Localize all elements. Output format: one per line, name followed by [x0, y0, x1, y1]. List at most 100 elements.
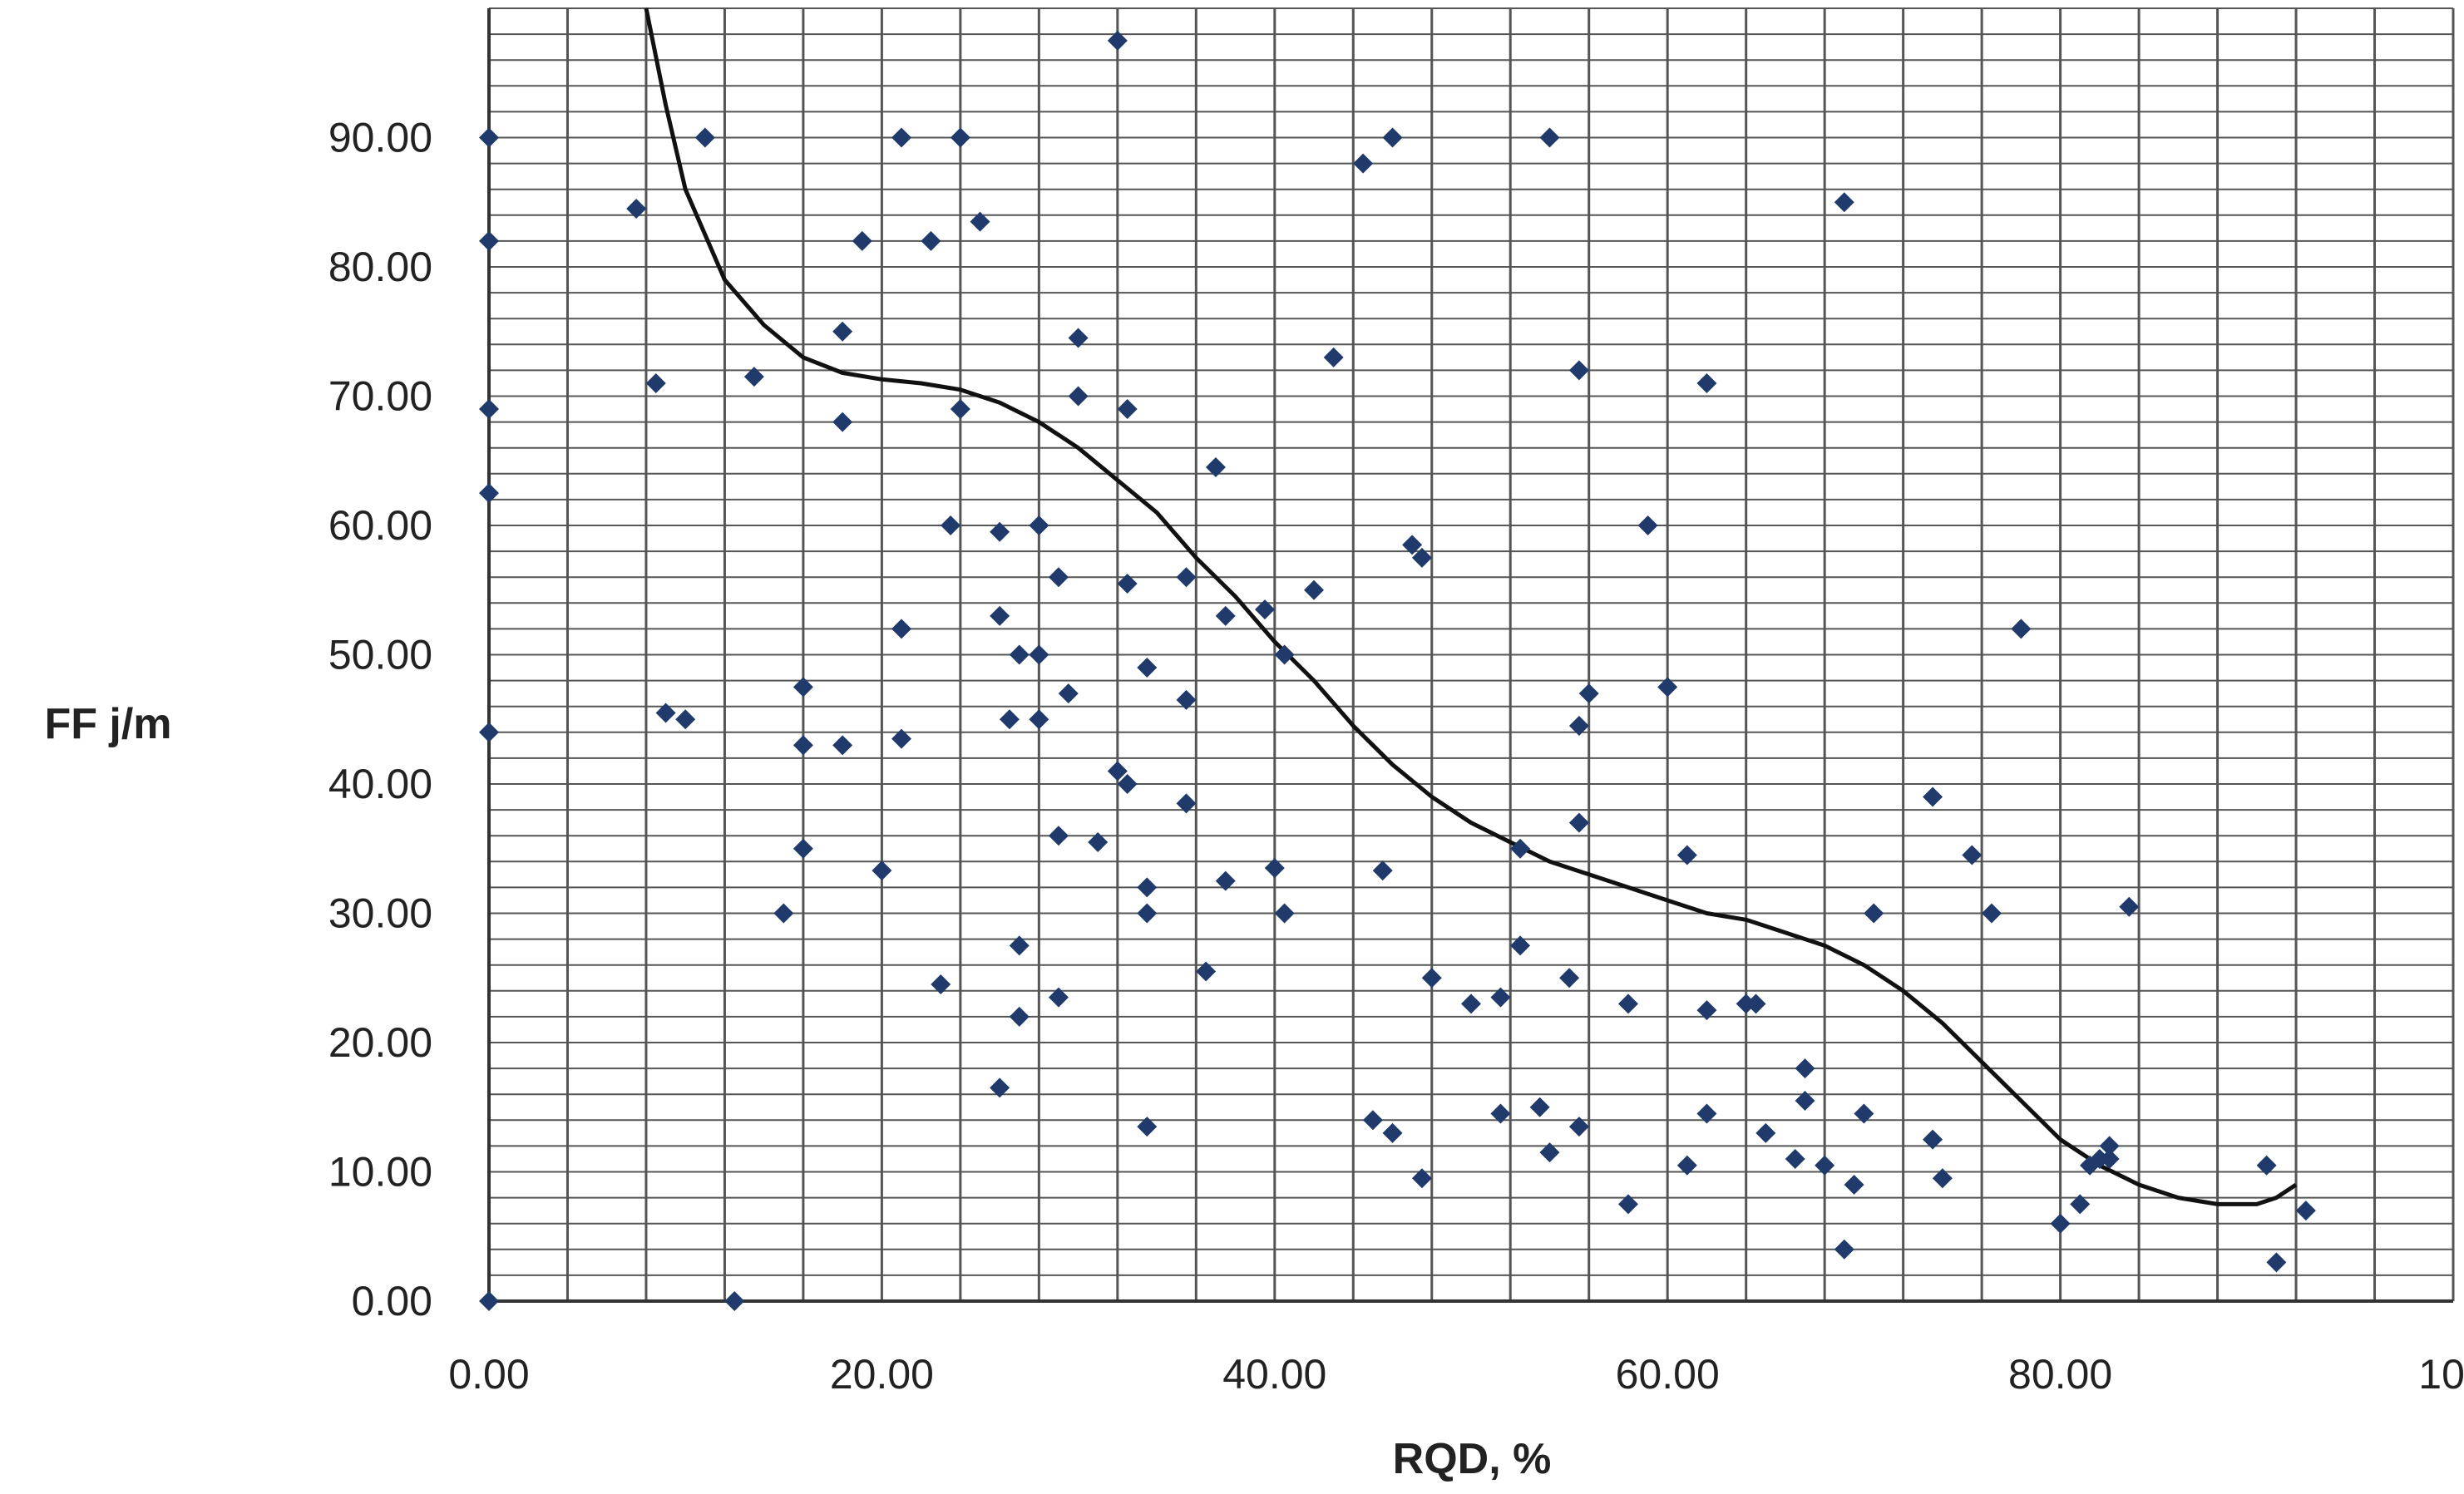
data-point	[1274, 644, 1295, 665]
data-point	[1421, 968, 1442, 989]
data-point	[872, 860, 892, 881]
data-point	[1068, 386, 1089, 407]
data-point	[1815, 1155, 1835, 1176]
data-point	[1864, 903, 1884, 924]
data-point	[1117, 573, 1138, 594]
data-point	[1137, 877, 1158, 898]
data-point	[1529, 1097, 1550, 1117]
data-point	[655, 703, 676, 723]
data-point	[1274, 903, 1295, 924]
data-point	[1844, 1175, 1864, 1196]
data-point	[1215, 605, 1236, 626]
data-point	[1617, 994, 1638, 1014]
data-point	[1746, 994, 1766, 1014]
data-point	[1834, 192, 1854, 213]
data-point	[1617, 1194, 1638, 1215]
data-point	[1490, 987, 1511, 1008]
data-point	[479, 127, 499, 148]
data-point	[941, 515, 961, 535]
data-point	[891, 728, 912, 749]
data-point	[2266, 1252, 2287, 1273]
data-point	[1137, 658, 1158, 678]
data-point	[1353, 153, 1374, 174]
data-point	[832, 321, 853, 342]
data-point	[1176, 793, 1197, 814]
data-point	[1510, 935, 1531, 956]
data-point	[1362, 1110, 1383, 1131]
data-point	[832, 735, 853, 756]
data-points	[479, 30, 2316, 1311]
data-point	[1088, 831, 1109, 852]
data-point	[1176, 689, 1197, 710]
y-tick-label: 60.00	[328, 502, 432, 549]
y-tick-label: 30.00	[328, 890, 432, 937]
y-axis-tick-labels: 0.00 10.00 20.00 30.00 40.00 50.00 60.00 70.00 8…	[328, 115, 432, 1325]
data-point	[773, 903, 794, 924]
data-point	[1176, 567, 1197, 588]
data-point	[793, 735, 813, 756]
data-point	[1755, 1122, 1776, 1143]
data-point	[1304, 579, 1325, 600]
data-point	[2295, 1201, 2316, 1221]
data-point	[1559, 968, 1580, 989]
data-point	[1834, 1239, 1854, 1260]
y-tick-label: 20.00	[328, 1019, 432, 1066]
data-point	[1068, 328, 1089, 348]
x-axis-tick-labels: 0.00 20.00 40.00 60.00 80.00 100	[448, 1351, 2464, 1398]
data-point	[1539, 1142, 1560, 1163]
data-point	[1215, 870, 1236, 891]
data-point	[694, 127, 715, 148]
y-tick-label: 70.00	[328, 373, 432, 420]
data-point	[1137, 1117, 1158, 1137]
data-point	[1117, 774, 1138, 794]
data-point	[1402, 535, 1423, 555]
data-point	[1029, 644, 1049, 665]
data-point	[1981, 903, 2002, 924]
data-point	[1411, 547, 1432, 568]
data-point	[990, 1077, 1010, 1098]
y-tick-label: 80.00	[328, 244, 432, 290]
data-point	[1009, 1006, 1030, 1027]
data-point	[479, 722, 499, 742]
data-point	[1137, 903, 1158, 924]
data-point	[479, 1291, 499, 1311]
data-point	[1795, 1058, 1815, 1079]
data-point	[793, 677, 813, 698]
y-tick-label: 90.00	[328, 115, 432, 161]
data-point	[1382, 1122, 1403, 1143]
data-point	[1539, 127, 1560, 148]
y-tick-label: 0.00	[352, 1278, 432, 1324]
data-point	[921, 230, 941, 251]
data-point	[1657, 677, 1678, 698]
data-point	[1264, 858, 1285, 879]
data-point	[2011, 619, 2032, 639]
data-point	[1107, 761, 1128, 782]
data-point	[1058, 683, 1079, 704]
data-point	[1048, 567, 1069, 588]
data-point	[1676, 845, 1697, 865]
data-point	[1107, 30, 1128, 51]
data-point	[1048, 987, 1069, 1008]
data-point	[479, 230, 499, 251]
data-point	[1490, 1103, 1511, 1124]
y-tick-label: 40.00	[328, 761, 432, 807]
data-point	[990, 521, 1010, 542]
data-point	[743, 367, 764, 387]
data-point	[1254, 599, 1275, 620]
data-point	[1568, 360, 1589, 381]
data-point	[931, 974, 951, 995]
data-point	[1196, 961, 1217, 982]
data-point	[675, 709, 696, 730]
data-point	[1696, 1000, 1717, 1021]
data-point	[1568, 716, 1589, 737]
data-point	[479, 399, 499, 420]
data-point	[793, 838, 813, 859]
data-point	[1009, 935, 1030, 956]
data-point	[891, 127, 912, 148]
plot-frame	[487, 8, 2453, 1303]
data-point	[990, 605, 1010, 626]
data-point	[1923, 786, 1943, 807]
data-point	[1411, 1168, 1432, 1189]
data-point	[1009, 644, 1030, 665]
trend-curve	[644, 7, 2298, 1206]
